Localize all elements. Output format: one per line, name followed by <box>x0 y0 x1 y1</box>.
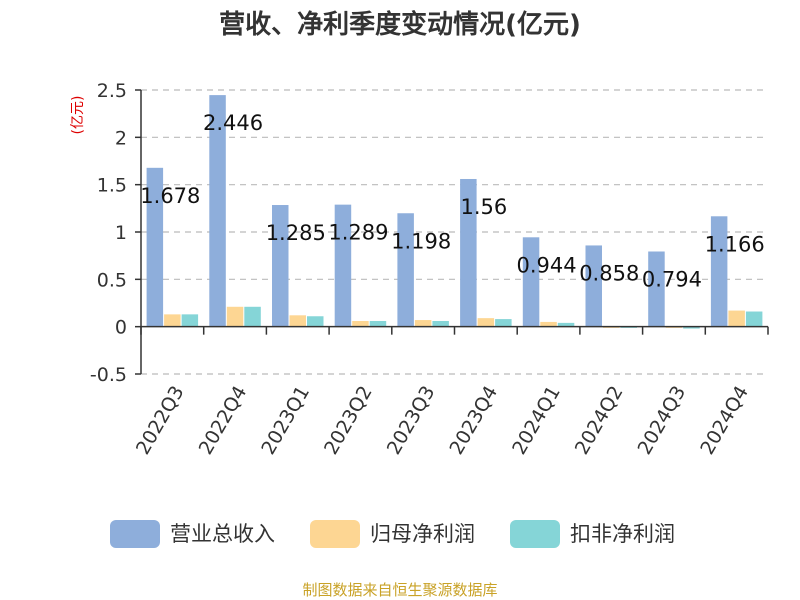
y-tick-label: 2.5 <box>97 80 127 102</box>
y-tick-label: 1 <box>115 222 127 244</box>
legend-label: 扣非净利润 <box>570 522 675 546</box>
bar-2023Q4-2 <box>495 319 512 327</box>
data-label: 1.285 <box>266 221 326 245</box>
data-label: 0.858 <box>579 261 639 285</box>
x-tick-label: 2024Q4 <box>696 382 753 458</box>
bar-2022Q3-2 <box>181 314 199 327</box>
bar-2023Q4-0 <box>460 178 477 327</box>
legend-swatch <box>310 520 360 548</box>
x-tick-label: 2023Q3 <box>383 382 440 458</box>
data-labels: 1.678 2.446 1.285 1.289 1.198 1.56 0.944 0.858 0… <box>140 111 764 291</box>
bar-2023Q3-2 <box>432 320 449 327</box>
bar-2023Q1-0 <box>272 205 289 327</box>
chart-title: 营收、净利季度变动情况(亿元) <box>219 9 581 40</box>
bar-2024Q3-2 <box>683 326 700 329</box>
bar-2024Q4-1 <box>728 310 745 327</box>
legend-label: 归母净利润 <box>370 522 475 546</box>
bar-2024Q4-2 <box>745 311 763 327</box>
bar-2023Q2-1 <box>352 320 369 327</box>
x-tick-label: 2024Q1 <box>508 382 565 458</box>
legend-label: 营业总收入 <box>170 522 275 546</box>
legend: 营业总收入 归母净利润 扣非净利润 <box>110 520 675 548</box>
gridlines <box>141 89 768 375</box>
x-tick-label: 2022Q3 <box>132 382 189 458</box>
data-label: 1.56 <box>460 195 507 219</box>
x-tick-label: 2024Q3 <box>634 382 691 458</box>
bar-2024Q4-0 <box>710 216 728 327</box>
data-label: 0.944 <box>516 253 576 277</box>
x-tick-label: 2023Q2 <box>320 382 377 458</box>
bar-2022Q4-2 <box>244 306 261 327</box>
bar-2023Q4-1 <box>477 318 495 327</box>
bar-2024Q1-2 <box>557 322 575 327</box>
y-tick-label: 0.5 <box>97 269 127 291</box>
axes <box>135 89 769 375</box>
data-label: 0.794 <box>642 268 702 292</box>
bar-2023Q2-2 <box>369 320 387 327</box>
x-ticks: 2022Q3 2022Q4 2023Q1 2023Q2 2023Q3 2023Q4 2024… <box>132 382 753 458</box>
legend-swatch <box>510 520 560 548</box>
data-label: 1.678 <box>140 184 200 208</box>
x-tick-label: 2023Q1 <box>257 382 314 458</box>
data-label: 1.198 <box>391 229 451 253</box>
x-tick-label: 2022Q4 <box>195 382 252 458</box>
bar-2022Q3-0 <box>146 167 164 327</box>
bar-2024Q3-0 <box>648 251 665 327</box>
x-tick-label: 2024Q2 <box>571 382 628 458</box>
bar-2024Q2-0 <box>585 245 602 327</box>
y-axis-label: (亿元) <box>70 96 86 135</box>
bar-2024Q1-0 <box>522 237 540 327</box>
data-label: 1.289 <box>328 221 388 245</box>
bars <box>146 95 763 329</box>
data-label: 1.166 <box>705 232 765 256</box>
y-tick-label: 2 <box>115 127 127 149</box>
bar-2023Q1-2 <box>307 316 324 327</box>
bar-2023Q3-0 <box>397 213 414 327</box>
legend-swatch <box>110 520 160 548</box>
bar-2023Q1-1 <box>289 315 306 327</box>
y-tick-label: 0 <box>115 317 127 339</box>
x-tick-label: 2023Q4 <box>445 382 502 458</box>
y-tick-label: 1.5 <box>97 175 127 197</box>
bar-2024Q1-1 <box>540 321 557 327</box>
bar-2022Q3-1 <box>164 314 181 327</box>
bar-2023Q3-1 <box>414 320 432 327</box>
y-ticks: -0.5 0 0.5 1 1.5 2 2.5 <box>90 80 127 386</box>
data-label: 2.446 <box>203 111 263 135</box>
source-note: 制图数据来自恒生聚源数据库 <box>302 581 497 599</box>
bar-2022Q4-1 <box>226 306 244 327</box>
bar-2022Q4-0 <box>209 95 226 327</box>
bar-2023Q2-0 <box>334 204 352 327</box>
y-tick-label: -0.5 <box>90 364 127 386</box>
